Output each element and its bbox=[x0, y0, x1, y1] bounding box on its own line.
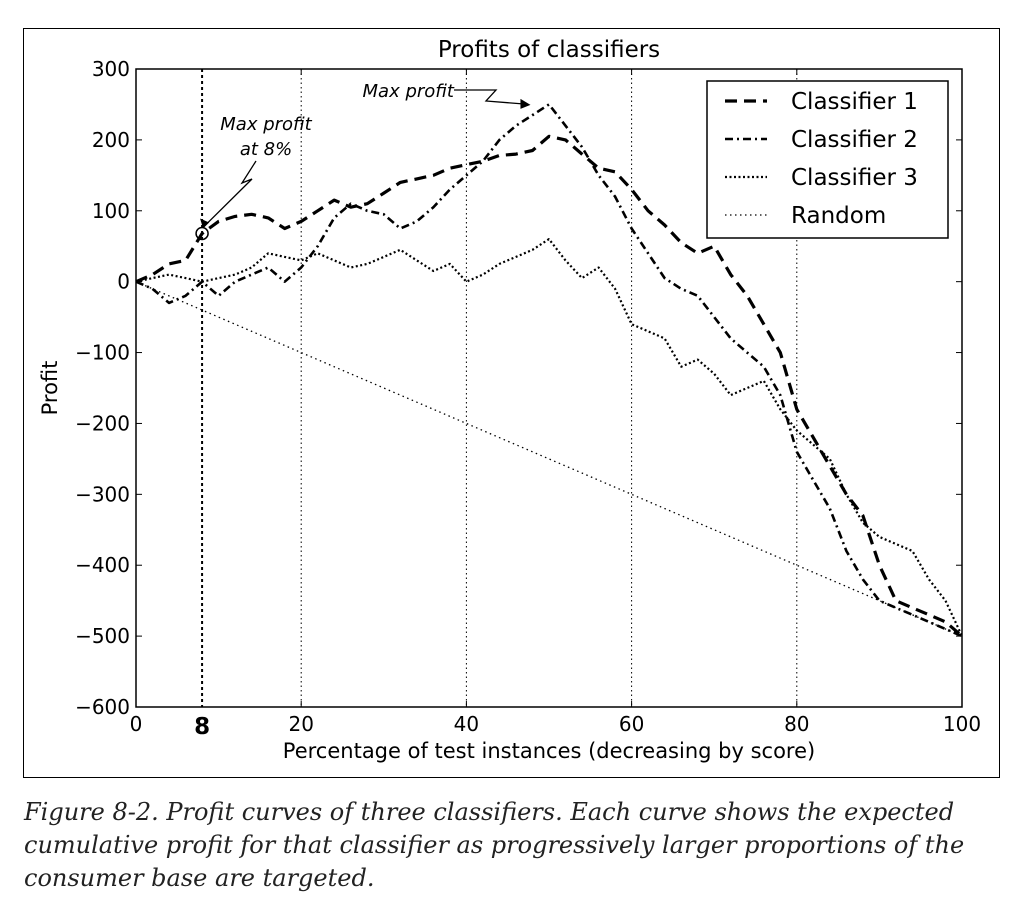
ticks-layer: 0 20 40 60 80 100 8 300 200 100 0 −100 −200 −300 −400 −… bbox=[75, 57, 981, 740]
x-tick-label-40: 40 bbox=[454, 712, 479, 736]
marker-tick-label: 8 bbox=[194, 714, 210, 740]
x-axis-label: Percentage of test instances (decreasing… bbox=[283, 739, 815, 763]
legend-box bbox=[706, 80, 949, 239]
series-layer bbox=[135, 103, 964, 638]
series-line-2 bbox=[135, 103, 963, 638]
x-tick-label-0: 0 bbox=[130, 712, 143, 736]
figure-frame: 0 20 40 60 80 100 8 300 200 100 0 −100 −200 −300 −400 −… bbox=[23, 28, 1000, 778]
x-tick-label-60: 60 bbox=[619, 712, 644, 736]
x-tick-label-20: 20 bbox=[288, 712, 313, 736]
y-tick-label-0: 300 bbox=[92, 57, 130, 81]
y-tick-label-8: −500 bbox=[75, 624, 130, 648]
chart-title: Profits of classifiers bbox=[438, 37, 660, 63]
y-tick-label-1: 200 bbox=[92, 128, 130, 152]
series-line-3 bbox=[135, 238, 963, 637]
y-tick-label-6: −300 bbox=[75, 482, 130, 506]
annotation-max-profit-peak: Max profit bbox=[363, 81, 455, 102]
y-tick-label-4: −100 bbox=[75, 341, 130, 365]
y-tick-label-7: −400 bbox=[75, 553, 130, 577]
legend-label-1: Classifier 1 bbox=[791, 89, 918, 115]
legend-label-4: Random bbox=[791, 203, 886, 229]
y-tick-label-5: −200 bbox=[75, 411, 130, 435]
legend: Classifier 1 Classifier 2 Classifier 3 Rand… bbox=[706, 80, 949, 239]
annotation-max-profit-8-line2: at 8% bbox=[240, 139, 292, 160]
y-tick-label-9: −600 bbox=[75, 695, 130, 719]
y-tick-label-3: 0 bbox=[117, 270, 130, 294]
legend-label-3: Classifier 3 bbox=[791, 165, 918, 191]
profit-chart: 0 20 40 60 80 100 8 300 200 100 0 −100 −200 −300 −400 −… bbox=[38, 37, 981, 763]
series-line-4 bbox=[135, 281, 963, 637]
annotation-arrow-8 bbox=[204, 160, 257, 226]
x-tick-label-100: 100 bbox=[943, 712, 981, 736]
figure-caption: Figure 8-2. Profit curves of three class… bbox=[24, 798, 965, 892]
annotation-max-profit-8-line1: Max profit bbox=[220, 114, 312, 135]
max-profit-8-circle bbox=[195, 226, 209, 241]
x-tick-label-80: 80 bbox=[784, 712, 809, 736]
y-axis-label: Profit bbox=[38, 361, 62, 416]
annotation-arrow-peak bbox=[454, 89, 523, 105]
plot-area-frame bbox=[135, 68, 963, 708]
grid-layer bbox=[201, 69, 798, 707]
series-line-1 bbox=[135, 134, 964, 638]
y-tick-label-2: 100 bbox=[92, 199, 130, 223]
annotation-arrowhead-peak bbox=[520, 98, 531, 109]
legend-label-2: Classifier 2 bbox=[791, 127, 918, 153]
annotation-arrowhead-8 bbox=[200, 218, 210, 229]
annotations-layer: Max profit at 8% Max profit bbox=[195, 81, 531, 241]
